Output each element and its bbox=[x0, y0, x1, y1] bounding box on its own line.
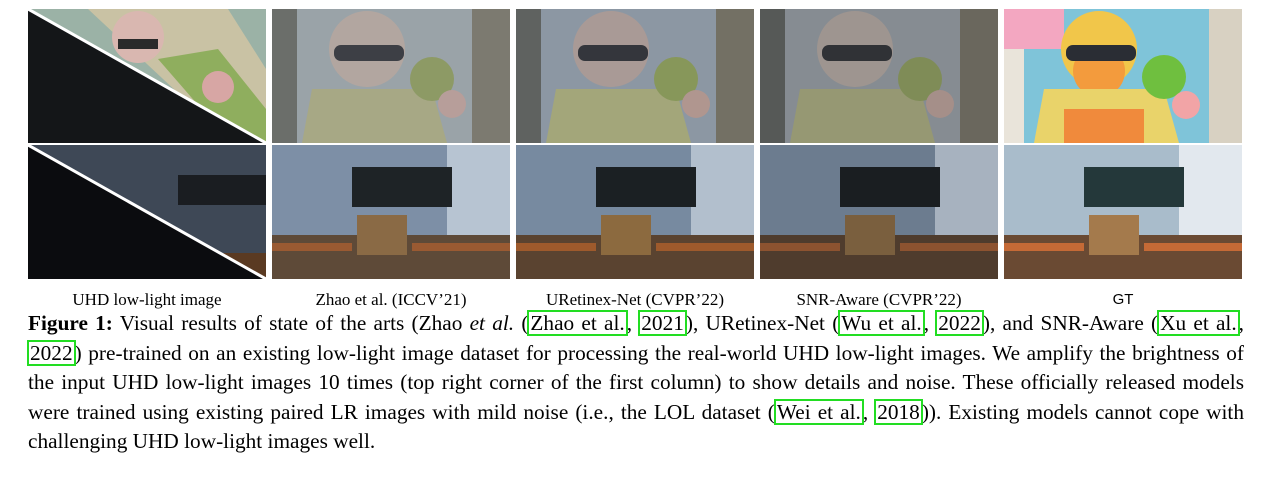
column-label-uhd-low-light: UHD low-light image bbox=[72, 290, 222, 309]
uretinex-classroom-result-image bbox=[516, 145, 754, 279]
caption-text: Visual results of state of the arts (Zha… bbox=[112, 311, 470, 335]
citation-link-xu-author[interactable]: Xu et al. bbox=[1157, 310, 1240, 336]
caption-text: ) pre-trained on an existing low-light i… bbox=[28, 340, 1244, 424]
figure-caption: Figure 1: Visual results of state of the… bbox=[27, 310, 1244, 454]
figure-label: Figure 1: bbox=[28, 311, 113, 335]
citation-link-wu-author[interactable]: Wu et al. bbox=[838, 310, 925, 336]
citation-link-xu-year[interactable]: 2022 bbox=[27, 339, 76, 366]
column-uhd-low-light bbox=[28, 9, 266, 279]
column-gt bbox=[1004, 9, 1242, 279]
caption-emphasis: et al. bbox=[469, 311, 515, 335]
caption-text: )). Existing models cannot cope with cha… bbox=[28, 399, 1244, 454]
column-snr-aware bbox=[760, 9, 998, 279]
snr-aware-classroom-result-image bbox=[760, 145, 998, 279]
caption-text: ), and SNR-Aware ( bbox=[982, 311, 1159, 335]
gt-classroom-image bbox=[1004, 145, 1242, 279]
column-label-gt: GT bbox=[1112, 291, 1134, 308]
zhao-mural-result-image bbox=[272, 9, 510, 143]
uhd-low-light-classroom-image bbox=[28, 145, 266, 279]
uretinex-mural-result-image bbox=[516, 9, 754, 143]
uhd-low-light-mural-image bbox=[28, 9, 266, 143]
citation-link-wei-author[interactable]: Wei et al. bbox=[773, 398, 864, 425]
column-label-snr-aware: SNR-Aware (CVPR’22) bbox=[796, 290, 962, 309]
citation-link-zhao-author[interactable]: Zhao et al. bbox=[527, 310, 628, 336]
citation-link-zhao-year[interactable]: 2021 bbox=[638, 310, 687, 336]
citation-link-wei-year[interactable]: 2018 bbox=[874, 398, 923, 425]
figure-panels: UHD low-light image Zhao et al. (ICCV’21… bbox=[28, 9, 1244, 309]
column-label-zhao: Zhao et al. (ICCV’21) bbox=[315, 290, 467, 309]
column-uretinex-net bbox=[516, 9, 754, 279]
column-label-uretinex: URetinex-Net (CVPR’22) bbox=[545, 290, 724, 309]
zhao-classroom-result-image bbox=[272, 145, 510, 279]
snr-aware-mural-result-image bbox=[760, 9, 998, 143]
citation-link-wu-year[interactable]: 2022 bbox=[935, 310, 984, 336]
caption-text: ( bbox=[514, 311, 529, 335]
gt-mural-image bbox=[1004, 9, 1242, 143]
column-zhao-et-al bbox=[272, 9, 510, 279]
caption-text: ), URetinex-Net ( bbox=[685, 311, 840, 335]
